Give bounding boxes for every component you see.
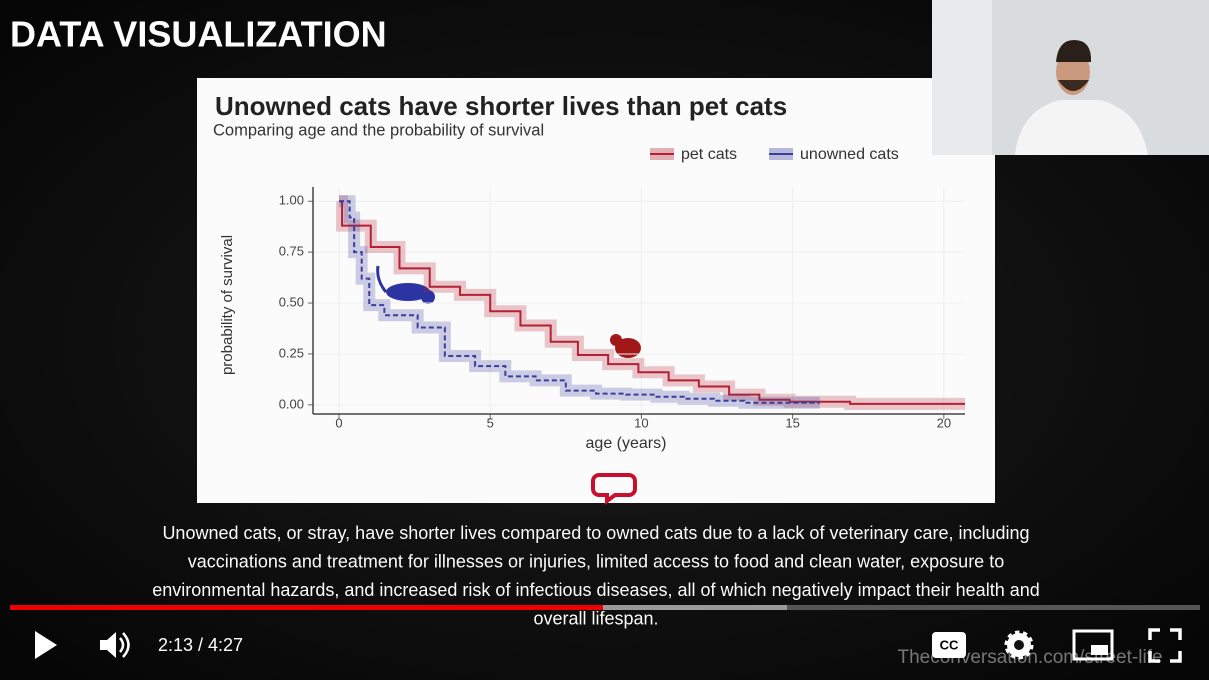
caption-line: vaccinations and treatment for illnesses… <box>188 551 1004 571</box>
y-axis-label: probability of survival <box>219 235 236 375</box>
settings-button[interactable] <box>1004 630 1034 660</box>
caption-line: environmental hazards, and increased ris… <box>152 580 1039 600</box>
x-tick-label: 5 <box>487 415 494 430</box>
series-line <box>339 200 965 405</box>
unowned-cat-icon <box>376 265 435 304</box>
x-tick-label: 0 <box>335 415 342 430</box>
time-display: 2:13 / 4:27 <box>158 635 243 655</box>
progress-played <box>10 605 603 610</box>
x-tick-label: 15 <box>785 415 799 430</box>
caption-line: overall lifespan. <box>533 608 658 628</box>
legend-label: pet cats <box>681 146 737 163</box>
miniplayer-button[interactable] <box>1072 629 1114 661</box>
y-tick-label: 1.00 <box>279 193 304 208</box>
chart-subtitle: Comparing age and the probability of sur… <box>213 121 544 139</box>
x-tick-label: 10 <box>634 415 648 430</box>
series-line <box>339 200 820 404</box>
x-tick-label: 20 <box>937 415 951 430</box>
y-tick-label: 0.25 <box>279 345 304 360</box>
svg-text:CC: CC <box>940 637 959 652</box>
publisher-logo <box>591 473 637 505</box>
y-tick-label: 0.50 <box>279 294 304 309</box>
play-button[interactable] <box>35 631 57 659</box>
y-tick-label: 0.75 <box>279 244 304 259</box>
caption-line: Unowned cats, or stray, have shorter liv… <box>162 523 1029 543</box>
chart-image <box>197 78 995 503</box>
slide-title: DATA VISUALIZATION <box>10 14 387 55</box>
webcam-overlay <box>932 0 1209 155</box>
volume-button[interactable] <box>100 632 130 658</box>
chart-title: Unowned cats have shorter lives than pet… <box>215 91 787 121</box>
y-tick-label: 0.00 <box>279 396 304 411</box>
fullscreen-button[interactable] <box>1148 628 1182 663</box>
legend-label: unowned cats <box>800 146 899 163</box>
captions-button[interactable]: CC <box>932 632 966 658</box>
pet-cat-icon <box>610 334 641 358</box>
x-axis-label: age (years) <box>586 435 667 452</box>
